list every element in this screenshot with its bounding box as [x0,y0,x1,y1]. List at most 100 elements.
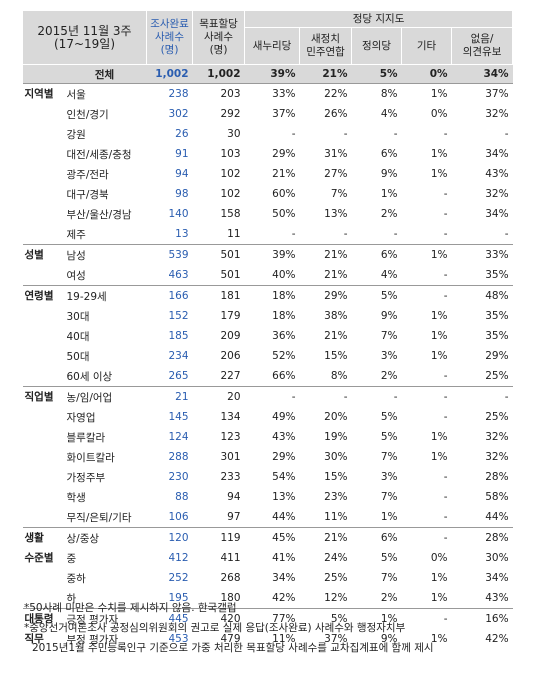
cell: 292 [220,108,241,120]
data-row: 제주 13 11 - - - - - [23,224,513,245]
cell: - [443,269,448,281]
cell: 1% [430,572,448,584]
cell: - [504,228,509,240]
cell: 140 [168,208,189,220]
cell: 21% [324,269,348,281]
cell: 7% [330,188,348,200]
cell: - [443,128,448,140]
cell: 32% [485,451,509,463]
cell: 6% [380,148,398,160]
cell: 21% [299,527,352,548]
cell: 1,002 [146,64,193,84]
cell: 44% [272,511,296,523]
cell: 98 [175,188,189,200]
cell: 54% [272,471,296,483]
cell: 445 [146,608,193,629]
cell: - [401,386,452,407]
footnote: *중앙선거여론조사 공정심의위원회의 권고로 실제 응답(조사완료) 사례수와 … [24,622,406,634]
cell: 2% [380,208,398,220]
row-label: 60세 이상 [66,370,113,383]
cell: 463 [168,269,189,281]
cell: 60% [272,188,296,200]
cell: 97 [227,511,241,523]
cell: - [343,228,348,240]
data-row: 인천/경기 302 292 37% 26% 4% 0% 32% [23,104,513,124]
cell: 25% [485,370,509,382]
cell: 3% [380,471,398,483]
header-row: 새누리당 새정치 민주연합 정의당 기타 없음/ 의견유보 [23,27,514,65]
group-label [23,124,65,144]
data-row: 학생 88 94 13% 23% 7% - 58% [23,487,513,507]
group-label: 생활 [22,527,65,548]
cell: 166 [146,285,193,306]
cell: 4% [380,108,398,120]
cell: 21% [299,64,352,84]
cell: 77% [244,608,300,629]
cell: 288 [168,451,189,463]
cell: 1% [351,608,402,629]
cell: 28% [451,527,513,548]
group-label [23,346,65,366]
cell: 41% [272,552,296,564]
cell: 6% [351,527,402,548]
cell: 103 [220,148,241,160]
cell: 0% [401,64,452,84]
cell: 8% [330,370,348,382]
group-label [23,447,65,467]
group-label [23,467,65,487]
data-row: 직무 부정 평가자 453 479 11% 37% 9% 1% 42% [23,629,513,649]
cell: 39% [244,64,300,84]
group-label [23,104,65,124]
header-line: (명) [160,44,179,56]
cell: 209 [220,330,241,342]
cell: - [401,285,452,306]
cell: 35% [485,310,509,322]
row-label: 광주/전라 [66,168,109,181]
data-row: 자영업 145 134 49% 20% 5% - 25% [23,407,513,427]
cell: 180 [220,592,241,604]
cell: 11 [227,228,241,240]
footnotes: *50사례 미만은 수치를 제시하지 않음. 한국갤럽 *중앙선거여론조사 공정심… [24,598,434,658]
cell: 123 [220,431,241,443]
cell: 21 [146,386,193,407]
party-header: 없음/ 의견유보 [451,27,514,65]
cell: 195 [168,592,189,604]
cell: 106 [168,511,189,523]
cell: 301 [220,451,241,463]
cell: 5% [351,64,402,84]
cell: - [299,386,352,407]
cell: - [401,608,452,629]
cell: 19% [324,431,348,443]
cell: 31% [324,148,348,160]
cell: 252 [168,572,189,584]
cell: 30% [485,552,509,564]
cell: 3% [380,350,398,362]
cell: 38% [324,310,348,322]
cell: 94 [227,491,241,503]
data-row: 직업별 농/임/어업 21 20- - - - - [22,386,513,407]
group-title: 정당 지지도 [244,10,514,28]
total-row: 전체 1,002 1,002 39% 21% 5% 0% 34% [22,64,513,84]
cell: 42% [272,592,296,604]
group-label [23,204,65,224]
cell: 5% [351,285,402,306]
target-header: 목표할당 사례수 (명) [192,10,246,65]
row-label: 자영업 [66,411,96,424]
cell: 88 [175,491,189,503]
data-row: 대구/경북 98 102 60% 7% 1% - 32% [23,184,513,204]
cell: 7% [380,572,398,584]
group-label: 직무 [24,633,44,645]
data-row: 화이트칼라 288 301 29% 30% 7% 1% 32% [23,447,513,467]
cell: 9% [380,633,398,645]
row-label: 학생 [66,491,86,504]
cell: - [443,370,448,382]
cell: 8% [351,83,402,104]
group-label [23,366,65,387]
cell: 48% [451,285,513,306]
cell: - [443,471,448,483]
header-line: (명) [209,44,228,56]
cell: 102 [220,168,241,180]
cell: 30 [227,128,241,140]
row-label: 하 [66,592,77,605]
group-label [23,265,65,286]
